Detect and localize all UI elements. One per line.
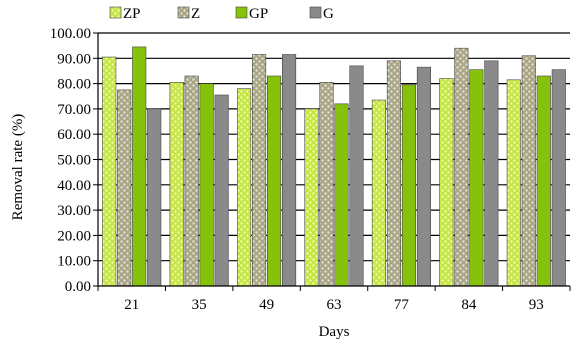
bar-gp-day-93 <box>537 76 551 286</box>
y-tick-label: 0.00 <box>65 279 91 295</box>
bar-zp-day-35 <box>170 82 184 286</box>
x-tick-label: 63 <box>327 297 342 313</box>
bar-gp-day-63 <box>335 104 349 286</box>
bar-gp-day-35 <box>200 84 214 286</box>
legend: ZP Z GP G <box>110 6 334 22</box>
x-tick-label: 93 <box>529 297 544 313</box>
bar-z-day-93 <box>522 56 536 286</box>
y-axis-label: Removal rate (%) <box>10 114 26 221</box>
y-tick-label: 80.00 <box>57 77 91 93</box>
gridlines <box>98 33 570 261</box>
legend-swatch-z <box>178 7 189 18</box>
bar-zp-day-63 <box>305 109 319 286</box>
legend-swatch-gp <box>236 7 247 18</box>
x-tick-label: 84 <box>461 297 477 313</box>
y-tick-label: 10.00 <box>57 254 91 270</box>
y-tick-label: 50.00 <box>57 153 91 169</box>
x-axis-label: Days <box>319 324 350 340</box>
bar-g-day-84 <box>485 61 499 286</box>
bar-g-day-21 <box>147 109 161 286</box>
legend-label-z: Z <box>191 6 200 22</box>
bar-z-day-21 <box>117 90 131 286</box>
bar-zp-day-84 <box>440 79 454 286</box>
legend-label-g: G <box>323 6 334 22</box>
bar-zp-day-49 <box>237 89 251 286</box>
x-tick-labels: 21 35 49 63 77 84 93 <box>124 297 544 313</box>
y-tick-label: 40.00 <box>57 178 91 194</box>
bar-gp-day-84 <box>470 70 484 286</box>
bar-zp-day-21 <box>102 57 116 286</box>
bar-z-day-49 <box>252 55 265 286</box>
y-tick-label: 30.00 <box>57 203 91 219</box>
bar-g-day-77 <box>417 67 431 286</box>
bar-zp-day-93 <box>507 80 521 286</box>
bars <box>102 47 565 286</box>
x-tick-label: 49 <box>259 297 274 313</box>
bar-zp-day-77 <box>372 100 386 286</box>
x-tick-label: 35 <box>192 297 207 313</box>
y-tick-label: 90.00 <box>57 51 91 67</box>
bar-g-day-35 <box>215 95 229 286</box>
bar-g-day-93 <box>552 70 566 286</box>
x-tick-label: 77 <box>394 297 410 313</box>
legend-swatch-g <box>310 7 321 18</box>
y-tick-label: 20.00 <box>57 228 91 244</box>
y-tick-label: 100.00 <box>50 26 91 42</box>
bar-z-day-35 <box>185 76 199 286</box>
legend-swatch-zp <box>110 7 121 18</box>
bar-gp-day-21 <box>132 47 146 286</box>
bar-g-day-63 <box>350 66 364 286</box>
bar-g-day-49 <box>282 55 296 286</box>
y-tick-label: 60.00 <box>57 127 91 143</box>
x-tick-label: 21 <box>124 297 139 313</box>
y-tick-labels: 0.00 10.00 20.00 30.00 40.00 50.00 60.00 70.00 8… <box>50 26 91 295</box>
bar-z-day-77 <box>387 61 401 286</box>
bar-z-day-63 <box>320 82 334 286</box>
legend-label-zp: ZP <box>123 6 141 22</box>
y-tick-label: 70.00 <box>57 102 91 118</box>
bar-z-day-84 <box>455 48 469 286</box>
bar-gp-day-77 <box>402 85 416 286</box>
bar-gp-day-49 <box>267 76 281 286</box>
legend-label-gp: GP <box>249 6 268 22</box>
